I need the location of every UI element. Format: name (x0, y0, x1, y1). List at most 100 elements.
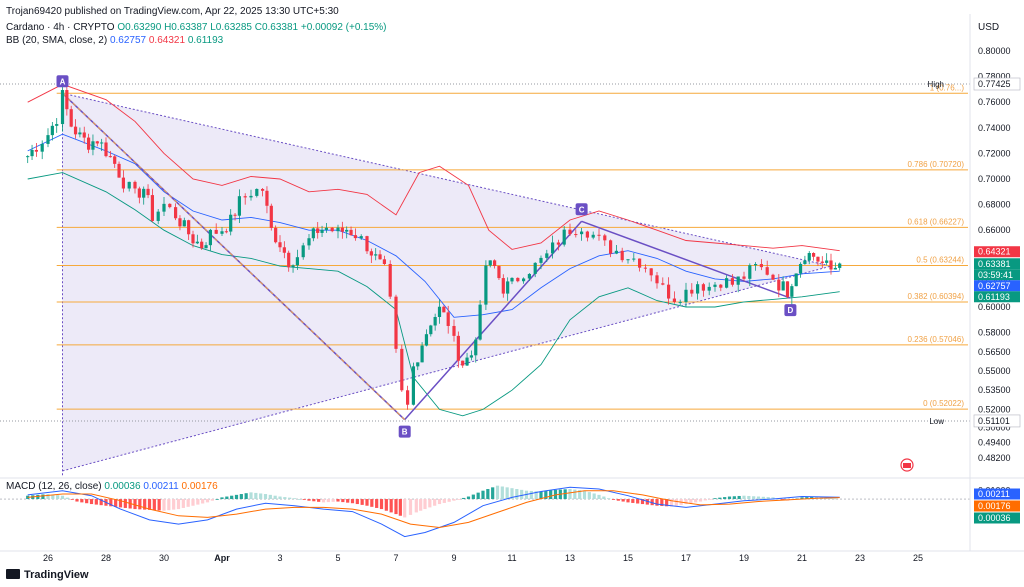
macd-hist-bar (433, 499, 437, 506)
macd-hist-value: 0.00036 (104, 481, 141, 492)
macd-hist-bar (800, 497, 804, 500)
macd-hist-bar (414, 499, 418, 513)
price-label-tag (974, 269, 1020, 281)
candle (30, 149, 34, 157)
candle (754, 264, 758, 266)
candle (690, 289, 694, 294)
price-tick: 0.50600 (978, 422, 1011, 432)
macd-hist-bar (283, 497, 287, 500)
macd-legend[interactable]: MACD (12, 26, close) 0.00036 0.00211 0.0… (6, 481, 218, 492)
macd-hist-bar (152, 499, 156, 511)
candle (394, 296, 398, 349)
macd-hist-bar (321, 499, 326, 503)
fib-label: 0.5 (0.63244) (916, 256, 964, 265)
macd-hist-bar (833, 498, 837, 500)
macd-hist-bar (505, 487, 509, 500)
candle (488, 260, 492, 266)
macd-hist-bar (694, 499, 698, 503)
macd-pane[interactable] (0, 485, 970, 538)
macd-hist-bar (674, 499, 678, 506)
candle (632, 258, 636, 260)
candle (174, 207, 178, 219)
candle (506, 281, 510, 294)
fib-label: 0 (0.52022) (923, 399, 964, 408)
axes: 0.80000 0.78000 0.76000 0.74000 0.72000 0.700… (0, 14, 1024, 563)
candle (803, 260, 807, 264)
candle (26, 156, 30, 158)
tradingview-logo-icon (6, 569, 20, 579)
macd-hist-bar (771, 497, 775, 500)
macd-hist-bar (655, 499, 659, 506)
pattern-point-badge (784, 304, 797, 317)
macd-line-value: 0.00211 (143, 481, 179, 492)
bb-legend[interactable]: BB (20, SMA, close, 2) 0.62757 0.64321 0… (6, 35, 223, 46)
macd-hist-bar (408, 499, 413, 515)
macd-hist-bar (273, 495, 277, 500)
time-tick: 23 (855, 553, 865, 563)
candle (465, 357, 469, 366)
macd-hist-bar (138, 499, 142, 510)
macd-hist-bar (761, 496, 765, 500)
macd-hist-bar (302, 499, 306, 500)
macd-label[interactable]: MACD (12, 26, close) (6, 481, 102, 492)
macd-hist-bar (582, 490, 587, 500)
ohlc-change: +0.00092 (+0.15%) (300, 22, 387, 33)
candle (406, 390, 410, 405)
macd-signal-line (27, 490, 840, 529)
ab-projection-line (62, 92, 406, 421)
macd-hist-bar (398, 499, 402, 516)
events-icon[interactable] (900, 458, 914, 472)
pattern-point-badge (398, 425, 411, 438)
candle (829, 260, 833, 270)
candle (672, 298, 676, 302)
macd-hist-bar (70, 499, 74, 500)
triangle-pattern-fill (62, 93, 831, 471)
candle (649, 268, 653, 276)
candle (200, 241, 204, 249)
currency-label[interactable]: USD (978, 22, 1000, 33)
candle (678, 301, 682, 303)
candle (330, 227, 334, 232)
macd-hist-bar (336, 499, 340, 502)
main-pane[interactable]: 1 (0.76...) 0.786 (0.70720) 0.618 (0.66227… (0, 75, 970, 476)
macd-hist-bar (665, 499, 669, 507)
price-tick: 0.74000 (978, 123, 1011, 133)
macd-hist-bar (631, 499, 635, 503)
candle (748, 265, 752, 279)
macd-hist-bar (379, 499, 384, 510)
bb-label[interactable]: BB (20, SMA, close, 2) (6, 35, 108, 46)
symbol-name[interactable]: Cardano · 4h · CRYPTO (6, 22, 115, 33)
macd-hist-bar (181, 499, 185, 508)
macd-hist-bar (626, 499, 630, 503)
candle (187, 220, 191, 235)
candle (545, 253, 549, 258)
macd-hist-bar (355, 499, 359, 505)
symbol-legend[interactable]: Cardano · 4h · CRYPTO O0.63290 H0.63387 … (6, 22, 387, 33)
tradingview-brand[interactable]: TradingView (6, 569, 89, 581)
price-tick: 0.53500 (978, 385, 1011, 395)
macd-hist-bar (220, 497, 224, 500)
macd-hist-bar (114, 499, 118, 507)
candle (237, 196, 241, 216)
candle (725, 278, 729, 288)
candle (349, 229, 353, 236)
macd-hist-bar (326, 499, 330, 503)
candle (91, 141, 95, 150)
macd-hist-bar (201, 499, 205, 504)
macd-hist-bar (437, 499, 442, 505)
candle (324, 227, 328, 230)
macd-hist-bar (307, 499, 311, 501)
price-label-tag (974, 280, 1020, 292)
price-label-text: 0.61193 (978, 292, 1010, 302)
candle (287, 252, 291, 268)
candle (146, 188, 150, 196)
candle (667, 284, 671, 299)
candle (133, 181, 137, 189)
macd-label-text: 0.00211 (978, 489, 1010, 499)
time-tick: 26 (43, 553, 53, 563)
candle (78, 132, 82, 135)
time-tick: 19 (739, 553, 749, 563)
macd-hist-bar (162, 499, 166, 511)
pattern-point-label: C (579, 205, 585, 214)
